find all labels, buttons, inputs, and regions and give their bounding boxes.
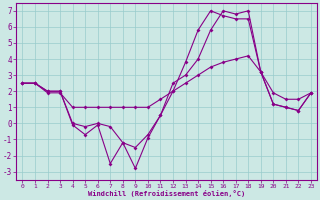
- X-axis label: Windchill (Refroidissement éolien,°C): Windchill (Refroidissement éolien,°C): [88, 190, 245, 197]
